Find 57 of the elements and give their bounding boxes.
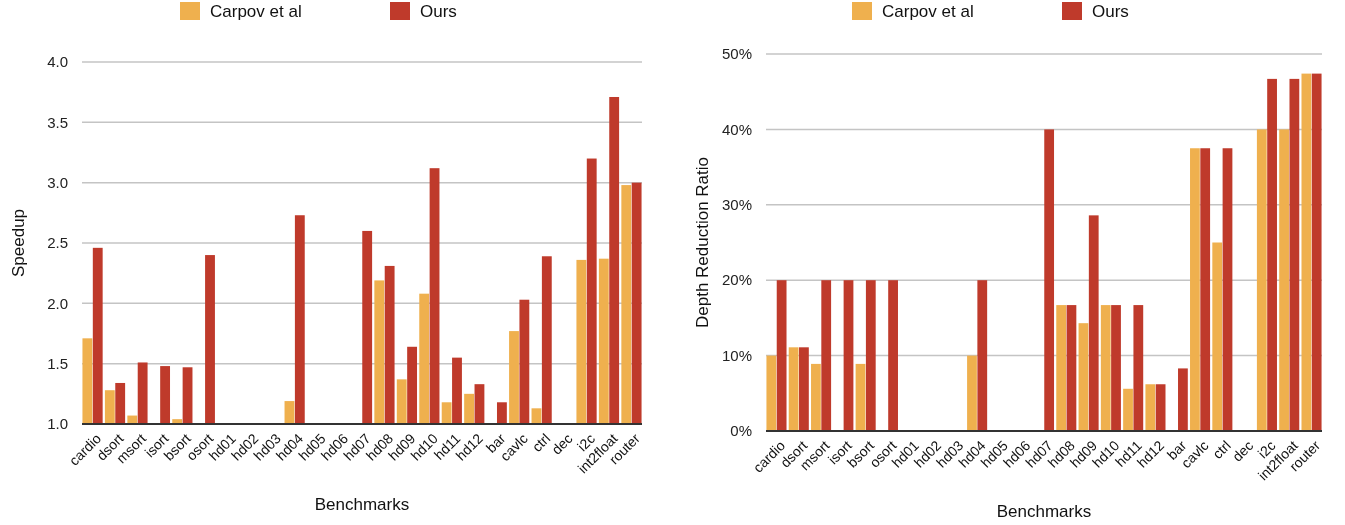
bar [799,347,809,431]
bar [1311,73,1322,431]
y-tick-label: 2.5 [47,234,68,252]
bar [1267,78,1277,431]
x-tick-label: ctrl [528,430,554,455]
y-tick-label: 1.0 [47,415,68,433]
bar [1145,384,1156,431]
y-tick-label: 0% [730,422,752,440]
x-axis-title: Benchmarks [314,495,410,514]
bar [1212,242,1223,431]
bar [967,355,977,431]
bar [821,280,832,431]
bar [1279,129,1289,431]
bar [1123,388,1133,431]
y-tick-label: 50% [721,45,752,63]
bar [811,363,821,431]
y-tick-label: 40% [721,120,752,138]
bar [843,280,854,431]
y-tick-label: 2.0 [47,294,68,312]
bar [855,363,866,431]
y-tick-label: 4.0 [47,53,68,71]
bar [1155,384,1166,431]
bar [1088,215,1099,431]
y-tick-label: 3.0 [47,173,68,191]
bar [766,355,777,431]
bar [888,280,898,431]
bar [1222,148,1233,431]
y-tick-label: 30% [721,196,752,214]
y-axis-title: Depth Reduction Ratio [693,156,712,329]
x-axis-title: Benchmarks [996,502,1092,521]
bar [1178,368,1188,431]
bar [1256,129,1267,431]
bar [1111,305,1121,431]
bar [977,280,988,431]
bar [776,280,787,431]
y-tick-label: 3.5 [47,113,68,131]
legend-label: Carpov et al [882,1,974,21]
legend-label: Ours [420,1,457,21]
bar [865,280,876,431]
bar [1100,305,1111,431]
legend-label: Ours [1092,1,1129,21]
y-axis-title: Speedup [9,208,28,278]
bar [1289,78,1300,431]
bar [1056,305,1067,431]
y-tick-label: 10% [721,346,752,364]
bar [1044,129,1055,431]
y-tick-label: 20% [721,271,752,289]
bar [1301,73,1312,431]
y-tick-label: 1.5 [47,354,68,372]
bar [1190,148,1200,431]
bar [1078,323,1089,431]
bar [1066,305,1077,431]
bar [788,347,799,431]
bar [1133,305,1144,431]
legend-label: Carpov et al [210,1,302,21]
x-tick-label: ctrl [1209,437,1234,462]
bar [1200,148,1211,431]
